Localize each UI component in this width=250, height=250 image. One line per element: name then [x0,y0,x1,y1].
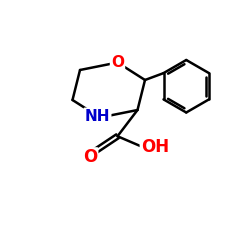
Text: NH: NH [85,109,110,124]
Text: O: O [111,55,124,70]
Text: O: O [83,148,97,166]
Text: OH: OH [141,138,169,156]
